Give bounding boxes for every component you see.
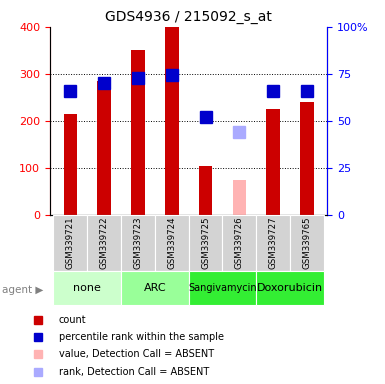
Bar <box>300 102 314 215</box>
Text: GSM339725: GSM339725 <box>201 217 210 269</box>
Bar <box>199 166 212 215</box>
Text: value, Detection Call = ABSENT: value, Detection Call = ABSENT <box>59 349 214 359</box>
Bar <box>189 215 223 271</box>
Text: rank, Detection Call = ABSENT: rank, Detection Call = ABSENT <box>59 366 209 377</box>
Text: count: count <box>59 314 86 325</box>
Bar <box>290 215 324 271</box>
Text: GSM339723: GSM339723 <box>134 217 142 269</box>
Bar <box>155 215 189 271</box>
Text: GSM339765: GSM339765 <box>303 217 311 269</box>
Text: percentile rank within the sample: percentile rank within the sample <box>59 332 224 342</box>
Bar <box>97 81 111 215</box>
Text: GSM339727: GSM339727 <box>269 217 278 269</box>
Text: GSM339724: GSM339724 <box>167 217 176 269</box>
Bar <box>54 215 87 271</box>
Bar <box>87 215 121 271</box>
Bar <box>165 27 179 215</box>
Bar <box>64 114 77 215</box>
Text: Sangivamycin: Sangivamycin <box>188 283 257 293</box>
Text: none: none <box>73 283 101 293</box>
Text: GSM339726: GSM339726 <box>235 217 244 269</box>
Bar <box>233 180 246 215</box>
Bar <box>121 215 155 271</box>
Title: GDS4936 / 215092_s_at: GDS4936 / 215092_s_at <box>105 10 272 25</box>
Text: Doxorubicin: Doxorubicin <box>257 283 323 293</box>
Bar <box>223 215 256 271</box>
Text: GSM339721: GSM339721 <box>66 217 75 269</box>
Bar <box>256 215 290 271</box>
Bar <box>121 271 189 305</box>
Text: agent ▶: agent ▶ <box>2 285 43 295</box>
Text: ARC: ARC <box>144 283 166 293</box>
Bar <box>54 271 121 305</box>
Text: GSM339722: GSM339722 <box>100 217 109 269</box>
Bar <box>256 271 324 305</box>
Bar <box>131 50 145 215</box>
Bar <box>266 109 280 215</box>
Bar <box>189 271 256 305</box>
